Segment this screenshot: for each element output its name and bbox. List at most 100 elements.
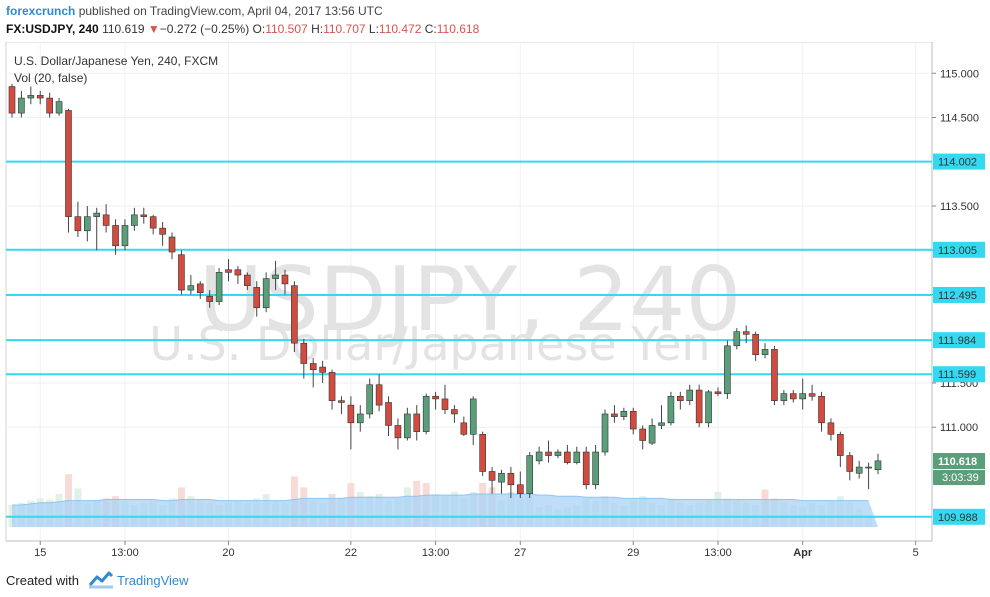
candle: [564, 444, 571, 465]
candle-body: [413, 413, 421, 432]
candle: [517, 471, 524, 499]
candle: [827, 418, 835, 441]
time-tick-label: 5: [913, 547, 919, 559]
candle: [131, 207, 138, 231]
candle-body: [582, 451, 590, 486]
candle-body: [338, 400, 345, 403]
candle-body: [479, 434, 486, 472]
candle: [742, 325, 750, 344]
candle-body: [356, 413, 364, 424]
candle-body: [846, 455, 854, 472]
candle-body: [328, 372, 336, 401]
tradingview-logo-icon[interactable]: [88, 570, 114, 590]
time-tick-label: Apr: [793, 547, 813, 559]
price-axis[interactable]: 115.000114.500113.500113.000112.500111.5…: [932, 68, 985, 525]
candle: [413, 405, 421, 441]
candle-body: [215, 272, 223, 302]
candle-body: [771, 349, 778, 401]
candle: [319, 360, 326, 383]
candle: [178, 250, 185, 295]
candle: [441, 384, 449, 414]
candle: [121, 219, 129, 251]
candle: [234, 266, 242, 284]
open-label: O:: [252, 22, 266, 36]
candle-body: [74, 216, 82, 232]
tradingview-link[interactable]: TradingView: [117, 573, 189, 588]
candle-body: [488, 471, 496, 481]
candle-body: [639, 428, 646, 441]
candle-body: [319, 366, 326, 373]
candle: [573, 446, 581, 465]
ohlc-readout: FX:USDJPY, 240 110.619 ▼−0.272 (−0.25%) …: [6, 22, 479, 36]
candle: [874, 453, 882, 475]
candle: [535, 446, 543, 465]
open-value: 110.507: [265, 22, 308, 36]
candle: [159, 221, 166, 246]
candle-body: [84, 216, 91, 232]
level-tag: [933, 286, 985, 303]
candle: [168, 232, 176, 260]
candle: [460, 416, 468, 437]
candle-body: [272, 274, 279, 279]
candle: [347, 396, 355, 450]
level-tag-label: 114.002: [938, 157, 977, 169]
candle-body: [808, 393, 816, 397]
price-tick-label: 114.500: [940, 113, 979, 125]
chart-header: forexcrunch published on TradingView.com…: [0, 0, 990, 42]
publisher-name[interactable]: forexcrunch: [6, 4, 76, 18]
candle: [27, 86, 35, 105]
candle-body: [46, 97, 53, 114]
candle-body: [121, 225, 129, 247]
candle: [149, 214, 157, 235]
level-tag: [933, 332, 985, 349]
candle-body: [855, 466, 863, 474]
candle: [498, 469, 505, 494]
candle-body: [253, 287, 261, 309]
level-tag-label: 112.495: [938, 290, 977, 302]
candle-body: [244, 274, 251, 286]
last-price-label: 110.618: [938, 456, 977, 468]
candle-body: [724, 345, 731, 394]
time-axis[interactable]: 15 13:00 20 22 13:00 27 29 13:00 Apr 5: [34, 541, 919, 559]
candle-body: [432, 395, 439, 400]
candle-body: [112, 225, 119, 247]
candle-body: [140, 214, 148, 217]
level-tag: [933, 153, 985, 170]
candles-layer[interactable]: [8, 83, 882, 499]
candle: [84, 206, 91, 242]
candle-body: [874, 460, 882, 471]
candle-body: [742, 331, 750, 335]
candle-body: [451, 409, 458, 415]
candle-body: [545, 451, 552, 456]
candlestick-chart[interactable]: USDJPY, 240 U.S. Dollar/Japanese Yen 115…: [0, 42, 990, 566]
candle: [611, 405, 618, 423]
candle: [451, 405, 458, 423]
candle-body: [281, 274, 289, 285]
candle: [507, 467, 515, 499]
candle-body: [55, 101, 63, 114]
low-value: 110.472: [378, 22, 422, 36]
candle: [554, 449, 562, 459]
countdown-tag: [933, 470, 985, 486]
level-tag-label: 111.984: [938, 335, 976, 347]
candle-body: [102, 214, 110, 226]
candle: [545, 440, 552, 463]
candle: [206, 290, 213, 308]
candle-body: [629, 411, 637, 430]
low-label: L:: [368, 22, 379, 36]
candle-body: [300, 342, 308, 364]
last-price: 110.619: [102, 22, 145, 36]
candle: [394, 418, 402, 450]
chart-area[interactable]: USDJPY, 240 U.S. Dollar/Japanese Yen 115…: [0, 42, 990, 566]
symbol-label: FX:USDJPY, 240: [6, 22, 99, 36]
candle: [648, 418, 656, 445]
candle: [488, 467, 496, 494]
candle: [338, 396, 345, 414]
candle-body: [789, 393, 797, 400]
legend-title: U.S. Dollar/Japanese Yen, 240, FXCM: [14, 54, 218, 68]
candle: [818, 391, 825, 432]
candle: [780, 390, 788, 406]
watermark-description: U.S. Dollar/Japanese Yen: [149, 317, 710, 371]
candle-body: [206, 295, 213, 302]
candle: [526, 452, 534, 499]
